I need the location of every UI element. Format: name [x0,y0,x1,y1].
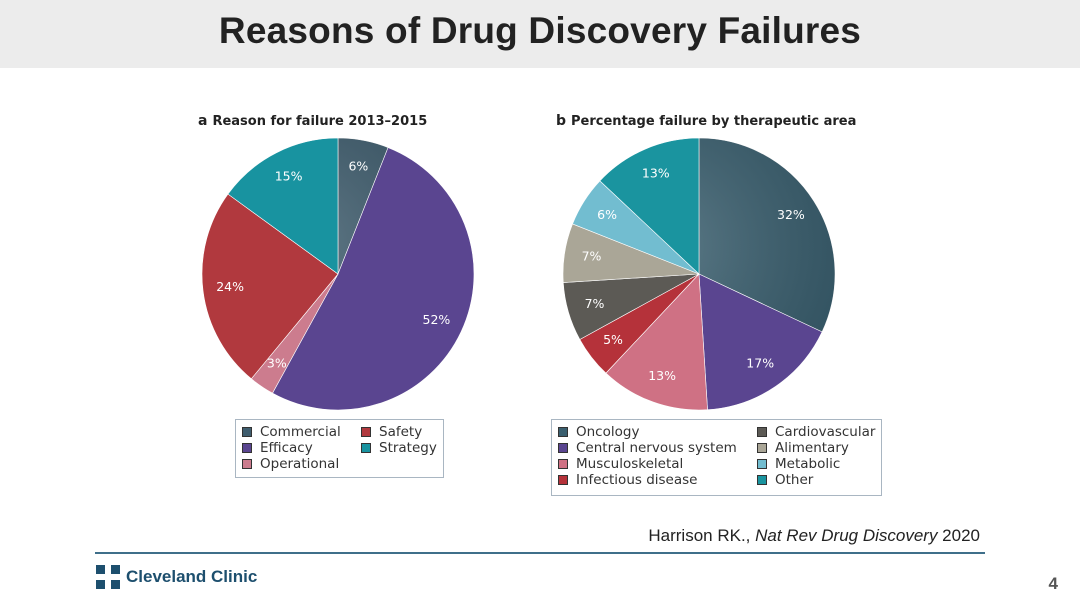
chart-b-legend-item-musculoskeletal: Musculoskeletal [558,456,683,472]
logo-cross-icon [96,565,120,589]
chart-a-slice-safety [201,193,339,380]
chart-b-pie: 32% 17% 13% 5% 7% 7% 6% 13% [562,137,836,411]
chart-a-legend-item-operational: Operational [242,456,339,472]
chart-b-legend-swatch [757,427,767,437]
chart-b-legend-item-metabolic: Metabolic [757,456,840,472]
chart-b-legend: Oncology Central nervous system Musculoske… [551,419,882,496]
chart-b-legend-label: Alimentary [775,440,849,456]
chart-b-label-alimentary: 7% [582,249,602,264]
chart-a-pie: 6% 52% 3% 24% 15% [201,137,475,411]
chart-b-slice-central-nervous-system [698,273,823,411]
chart-a-heading: a Reason for failure 2013–2015 [198,113,427,129]
page-title: Reasons of Drug Discovery Failures [218,10,862,51]
chart-b-label-metabolic: 6% [597,207,617,222]
chart-a-label-efficacy: 52% [423,312,451,327]
chart-b-legend-item-alimentary: Alimentary [757,440,849,456]
chart-b-label-musculoskeletal: 13% [648,368,676,383]
chart-b-legend-swatch [558,459,568,469]
chart-b-legend-item-infectious-disease: Infectious disease [558,472,697,488]
citation: Harrison RK., Nat Rev Drug Discovery 202… [648,526,980,546]
chart-b-label-other: 13% [642,166,670,181]
chart-b-legend-swatch [757,443,767,453]
chart-a-label-operational: 3% [267,356,287,371]
chart-b-legend-label: Other [775,472,814,488]
chart-b-label-central-nervous-system: 17% [746,356,774,371]
chart-a-legend-label: Strategy [379,440,437,456]
chart-a-label-strategy: 15% [275,169,303,184]
chart-b-label-infectious-disease: 5% [603,332,623,347]
chart-a-legend-item-strategy: Strategy [361,440,437,456]
logo-text: Cleveland Clinic [126,567,258,586]
chart-a-slice-strategy [227,137,339,275]
citation-author: Harrison RK., [648,526,756,545]
chart-a-legend: Commercial Efficacy Operational Safety Strat… [235,419,444,478]
chart-b-heading: b Percentage failure by therapeutic area [556,113,856,129]
chart-a-slice-efficacy [272,147,475,411]
chart-b-legend-swatch [558,427,568,437]
chart-b-legend-item-other: Other [757,472,813,488]
chart-a-legend-label: Safety [379,424,423,440]
chart-a-legend-swatch [242,427,252,437]
chart-b-legend-swatch [757,459,767,469]
chart-b-label-cardiovascular: 7% [585,296,605,311]
chart-a-legend-label: Commercial [260,424,341,440]
chart-b-title: Percentage failure by therapeutic area [571,114,857,129]
chart-b-legend-item-central-nervous-system: Central nervous system [558,440,737,456]
chart-a-legend-swatch [242,459,252,469]
chart-b-legend-label: Metabolic [775,456,841,472]
chart-b-letter: b [556,113,567,129]
chart-a-legend-swatch [361,427,371,437]
chart-a-label-commercial: 6% [348,159,368,174]
footer-divider [95,552,985,554]
chart-b-legend-swatch [757,475,767,485]
chart-a-title: Reason for failure 2013–2015 [212,114,428,129]
chart-b-legend-label: Infectious disease [576,472,698,488]
chart-a-legend-swatch [242,443,252,453]
chart-b-label-oncology: 32% [777,207,805,222]
chart-a-label-safety: 24% [216,279,244,294]
chart-b-legend-swatch [558,443,568,453]
chart-a-legend-label: Operational [260,456,340,472]
title-bar: Reasons of Drug Discovery Failures [0,0,1080,68]
chart-a-letter: a [198,113,208,129]
chart-a-legend-item-commercial: Commercial [242,424,341,440]
chart-b-legend-item-cardiovascular: Cardiovascular [757,424,875,440]
chart-b-legend-item-oncology: Oncology [558,424,639,440]
citation-journal: Nat Rev Drug Discovery [755,526,938,545]
chart-b-legend-label: Cardiovascular [775,424,876,440]
chart-b-legend-label: Central nervous system [576,440,737,456]
chart-b-slice-other [599,137,700,275]
chart-a-legend-item-efficacy: Efficacy [242,440,313,456]
chart-b-slice-musculoskeletal [605,273,708,411]
citation-year: 2020 [937,526,980,545]
chart-b-legend-swatch [558,475,568,485]
page-number: 4 [1048,574,1058,593]
chart-b-legend-label: Oncology [576,424,640,440]
chart-a-legend-label: Efficacy [260,440,313,456]
cleveland-clinic-logo: Cleveland Clinic [96,565,257,589]
chart-a-legend-item-safety: Safety [361,424,422,440]
chart-b-legend-label: Musculoskeletal [576,456,684,472]
chart-a-legend-swatch [361,443,371,453]
